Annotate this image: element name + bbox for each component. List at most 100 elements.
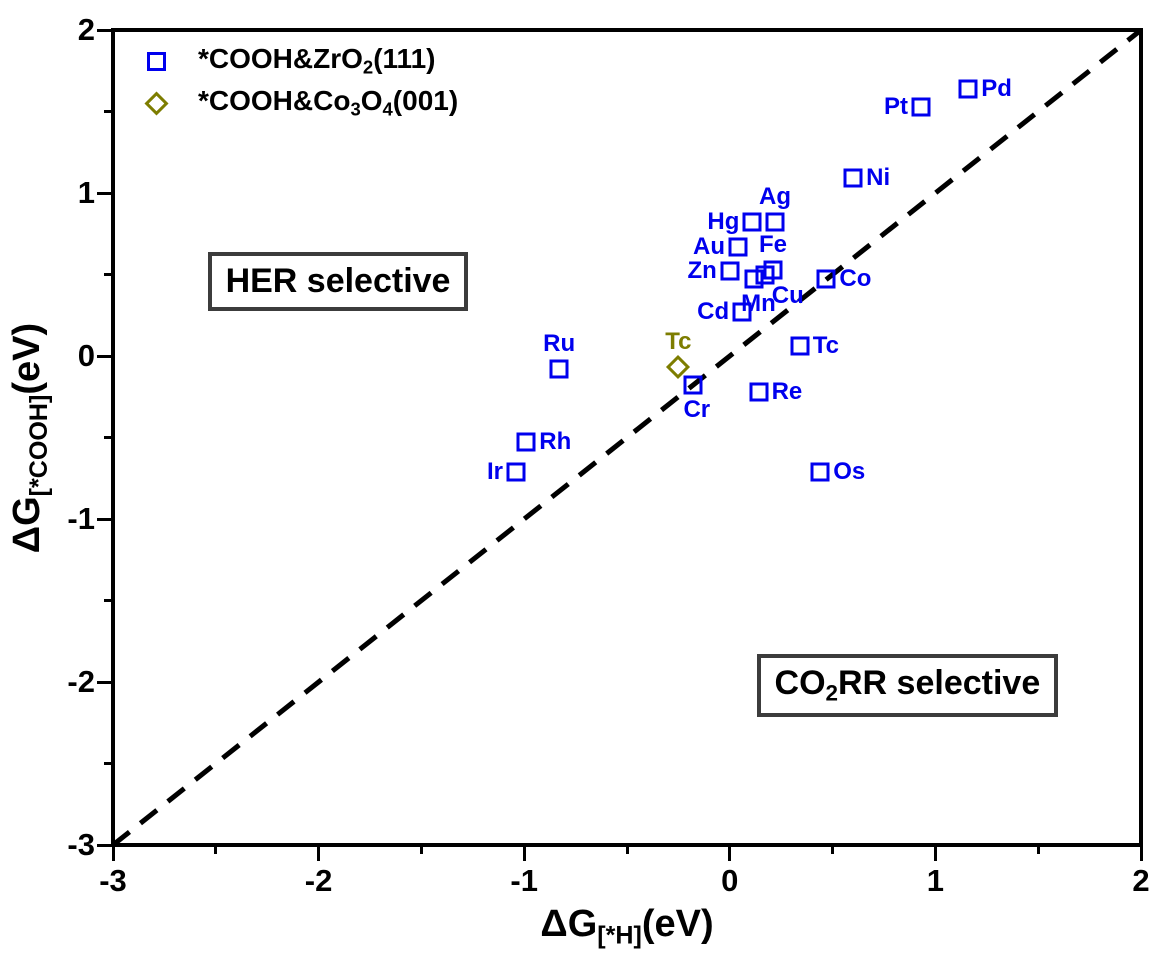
x-tick--3 [111,847,115,861]
data-point-zro2-Mn [744,269,764,289]
annotation-her-selective: HER selective [207,251,469,311]
legend-label-zro2: *COOH&ZrO2(111) [198,43,435,79]
data-point-zro2-Cr [683,375,703,395]
x-minor-tick--1.5 [419,847,423,854]
subscript-text: 2 [825,681,838,706]
data-point-zro2-Ru [549,359,569,379]
text-run: *COOH&Co [198,85,351,117]
point-label-zro2-Cu: Cu [771,281,804,309]
text-run: (111) [373,43,436,75]
x-tick-label-2: 2 [1132,863,1150,898]
text-run: HER selective [225,261,451,300]
point-label-zro2-Pd: Pd [981,74,1012,102]
y-tick--2 [97,680,111,684]
legend-marker-cell [138,51,174,71]
text-run: ΔG [540,903,598,945]
x-axis-title: ΔG[*H](eV) [540,903,713,951]
y-tick-label-0: 0 [77,338,95,373]
plot-area-frame [111,28,1143,847]
y-tick-label--3: -3 [67,827,95,862]
x-tick--2 [317,847,321,861]
y-tick-label-1: 1 [77,175,95,210]
point-label-zro2-Tc: Tc [812,332,839,360]
data-point-zro2-Tc [790,336,810,356]
point-label-zro2-Hg: Hg [707,208,740,236]
legend-item-zro2: *COOH&ZrO2(111) [138,40,458,82]
y-tick-label--2: -2 [67,664,95,699]
point-label-zro2-Pt: Pt [884,92,908,120]
text-run: (001) [392,85,459,117]
data-point-zro2-Ag [765,212,785,232]
data-point-zro2-Zn [720,261,740,281]
y-tick-1 [97,191,111,195]
x-tick-label-1: 1 [926,863,945,898]
point-label-zro2-Ru: Ru [543,330,576,358]
y-tick-label--1: -1 [67,501,95,536]
y-tick-label-2: 2 [77,12,95,47]
subscript-text: 3 [350,98,361,120]
subscript-text: 2 [362,56,374,78]
point-label-zro2-Zn: Zn [687,257,717,285]
text-run: O [360,85,383,117]
x-minor-tick-0.5 [831,847,835,854]
data-point-zro2-Rh [516,432,536,452]
x-minor-tick-1.5 [1036,847,1040,854]
point-label-zro2-Cd: Cd [697,297,730,325]
x-tick-label--1: -1 [510,863,538,898]
open-square-marker-icon [146,51,166,71]
legend-label-co3o4: *COOH&Co3O4(001) [198,85,458,121]
x-tick-0 [728,847,732,861]
y-tick-2 [97,28,111,32]
annotation-co2rr-selective: CO2RR selective [756,654,1059,717]
x-tick--1 [522,847,526,861]
point-label-co3o4-Tc: Tc [665,328,692,356]
point-label-zro2-Mn: Mn [741,290,776,318]
subscript-text: 4 [382,98,393,120]
text-run: RR selective [838,664,1041,703]
x-tick-2 [1139,847,1143,861]
x-tick-label-0: 0 [721,863,739,898]
legend-item-co3o4: *COOH&Co3O4(001) [138,82,458,124]
data-point-zro2-Pd [958,79,978,99]
point-label-zro2-Ag: Ag [759,183,792,211]
data-point-zro2-Os [810,462,830,482]
point-label-zro2-Re: Re [771,377,803,405]
data-point-zro2-Ir [506,462,526,482]
point-label-zro2-Ni: Ni [866,164,891,192]
legend: *COOH&ZrO2(111) *COOH&Co3O4(001) [138,40,458,124]
y-minor-tick--2.5 [104,762,111,765]
data-point-zro2-Ni [843,168,863,188]
text-run: CO [774,664,826,703]
data-point-zro2-Cd [732,302,752,322]
point-label-zro2-Os: Os [833,457,866,485]
y-minor-tick-1.5 [104,110,111,113]
point-label-zro2-Fe: Fe [758,230,787,258]
subscript-text: [*H] [597,921,642,950]
data-point-zro2-Au [728,237,748,257]
y-minor-tick--0.5 [104,436,111,439]
data-point-zro2-Hg [742,212,762,232]
data-point-zro2-Cu [755,265,775,284]
x-tick-label--2: -2 [304,863,333,898]
point-label-zro2-Ir: Ir [486,457,503,485]
x-tick-1 [933,847,937,861]
y-tick--1 [97,517,111,521]
text-run: (eV) [641,903,714,945]
point-label-zro2-Cr: Cr [683,396,711,424]
y-tick--3 [97,843,111,847]
point-label-zro2-Rh: Rh [539,428,572,456]
text-run: *COOH&ZrO [198,43,363,75]
dashed-diagonal [111,28,1143,847]
y-tick-0 [97,354,111,358]
y-minor-tick-0.5 [104,273,111,276]
point-label-zro2-Co: Co [839,265,872,293]
data-point-zro2-Co [816,269,836,289]
x-minor-tick--0.5 [625,847,629,854]
data-point-zro2-Pt [911,97,931,117]
y-minor-tick--1.5 [104,599,111,602]
x-tick-label--3: -3 [99,863,127,898]
point-label-zro2-Au: Au [693,232,726,260]
x-minor-tick--2.5 [214,847,218,854]
